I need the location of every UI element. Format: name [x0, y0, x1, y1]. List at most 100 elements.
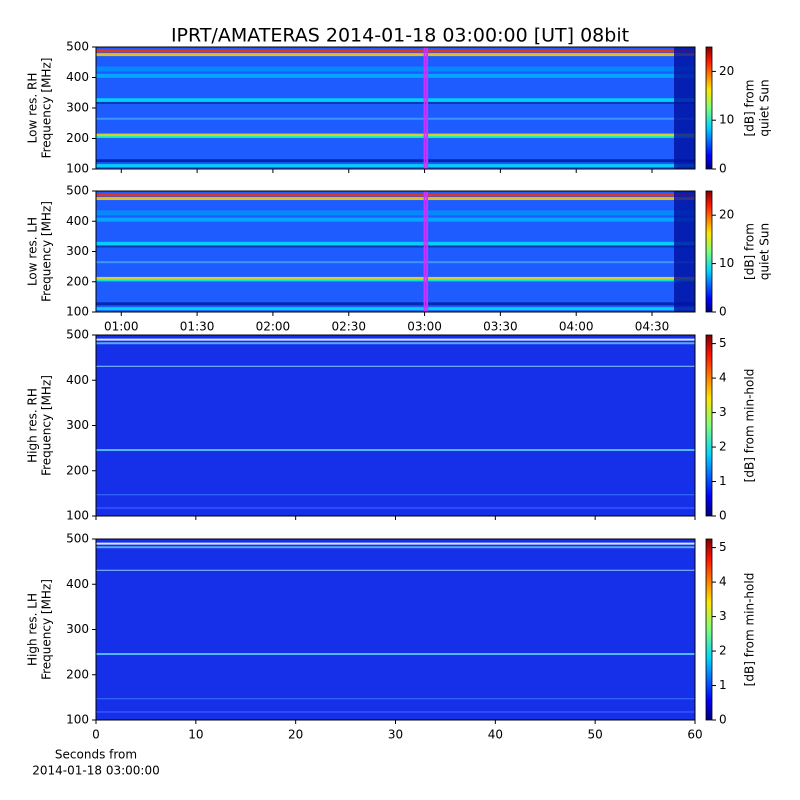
y-tick-label: 400 [66, 214, 89, 228]
y-tick-label: 500 [66, 184, 89, 198]
x-tick-label: 50 [588, 728, 603, 742]
spectrogram-band [96, 197, 695, 201]
x-tick-label: 02:00 [256, 320, 291, 334]
colorbar [705, 46, 713, 170]
colorbar-tick-label: 1 [719, 678, 727, 692]
x-tick-label: 03:00 [407, 320, 442, 334]
colorbar-tick-label: 1 [719, 474, 727, 488]
y-tick-label: 400 [66, 577, 89, 591]
x-tick-label: 01:30 [180, 320, 215, 334]
spectrogram-band [96, 365, 695, 367]
y-axis-label: Low res. LH [26, 217, 40, 286]
spectrogram-band [96, 98, 695, 103]
y-tick-label: 100 [66, 509, 89, 523]
colorbar-label: quiet Sun [758, 79, 772, 136]
colorbar-label: [dB] from [743, 223, 757, 280]
colorbar-tick-label: 2 [719, 644, 727, 658]
colorbar-tick-label: 5 [719, 336, 727, 350]
y-tick-label: 200 [66, 463, 89, 477]
colorbar [705, 334, 713, 517]
spectrogram-band [96, 136, 695, 139]
x-tick-label: 30 [388, 728, 403, 742]
colorbar-tick-label: 0 [719, 162, 727, 176]
spectrogram-band [96, 449, 695, 452]
x-tick-label: 40 [488, 728, 503, 742]
colorbar [705, 190, 713, 313]
colorbar-tick-label: 0 [719, 713, 727, 727]
x-tick-label: 04:30 [635, 320, 670, 334]
spectrogram-background [96, 191, 695, 312]
spectrogram-band [96, 164, 695, 168]
colorbar-tick-label: 2 [719, 440, 727, 454]
spectrogram-band [96, 302, 695, 306]
y-axis-label: High res. LH [26, 593, 40, 666]
colorbar-tick-label: 0 [719, 509, 727, 523]
colorbar-tick-label: 0 [719, 305, 727, 319]
x-tick-label: 04:00 [559, 320, 594, 334]
y-tick-label: 200 [66, 131, 89, 145]
colorbar-tick-label: 4 [719, 371, 727, 385]
y-axis-label: Frequency [MHz] [40, 375, 54, 476]
x-axis-label: Seconds from [55, 748, 137, 762]
spectrogram-band [96, 494, 695, 496]
x-tick-label: 01:00 [104, 320, 139, 334]
spectrogram-band [96, 710, 695, 713]
spectrogram-band [96, 569, 695, 571]
colorbar-tick-label: 3 [719, 405, 727, 419]
spectrogram-edge [674, 47, 695, 169]
y-axis-label: High res. RH [26, 388, 40, 463]
colorbar-label: [dB] from min-hold [743, 369, 757, 483]
spectrogram-band [96, 49, 695, 53]
spectrogram-band [96, 133, 695, 137]
y-tick-label: 200 [66, 667, 89, 681]
spectrogram-edge [674, 191, 695, 312]
colorbar-tick-label: 10 [719, 256, 734, 270]
spectrogram-band [96, 546, 695, 549]
spectrogram-band [96, 698, 695, 700]
y-tick-label: 400 [66, 70, 89, 84]
colorbar-label: [dB] from min-hold [743, 573, 757, 687]
spectrogram-band [96, 506, 695, 509]
y-tick-label: 400 [66, 373, 89, 387]
y-tick-label: 100 [66, 305, 89, 319]
colorbar-tick-label: 10 [719, 113, 734, 127]
spectrogram-band [96, 342, 695, 345]
colorbar-label: [dB] from [743, 80, 757, 137]
y-axis-label: Frequency [MHz] [40, 58, 54, 159]
spectrogram-band [96, 193, 695, 197]
spectrogram-band [96, 210, 695, 216]
x-tick-label: 03:30 [483, 320, 518, 334]
spectrogram-band [96, 217, 695, 222]
spectrogram-band [96, 542, 695, 545]
y-tick-label: 300 [66, 622, 89, 636]
colorbar-label: quiet Sun [758, 223, 772, 280]
spectrogram-band [96, 117, 695, 120]
colorbar-tick-label: 3 [719, 609, 727, 623]
spectrogram-background [96, 539, 695, 720]
spectrogram-band [96, 279, 695, 282]
y-tick-label: 300 [66, 244, 89, 258]
spectrogram-band [96, 101, 695, 104]
spectrogram-band [96, 66, 695, 72]
spectrogram-band [96, 73, 695, 78]
y-axis-label: Frequency [MHz] [40, 579, 54, 680]
y-tick-label: 100 [66, 713, 89, 727]
spectrogram-band [96, 338, 695, 341]
x-tick-label: 60 [687, 728, 702, 742]
spectrogram-band [96, 307, 695, 311]
colorbar-tick-label: 5 [719, 540, 727, 554]
x-axis-label: 2014-01-18 03:00:00 [32, 764, 159, 778]
colorbar-tick-label: 20 [719, 208, 734, 222]
colorbar-tick-label: 20 [719, 64, 734, 78]
y-tick-label: 300 [66, 101, 89, 115]
spectrogram-band [96, 245, 695, 248]
x-tick-label: 20 [288, 728, 303, 742]
y-tick-label: 500 [66, 532, 89, 546]
spectrogram-background [96, 47, 695, 169]
figure-title: IPRT/AMATERAS 2014-01-18 03:00:00 [UT] 0… [171, 25, 629, 47]
y-axis-label: Low res. RH [26, 73, 40, 144]
spectrogram-band [96, 653, 695, 656]
colorbar [705, 538, 713, 721]
spectrogram-band [96, 53, 695, 57]
